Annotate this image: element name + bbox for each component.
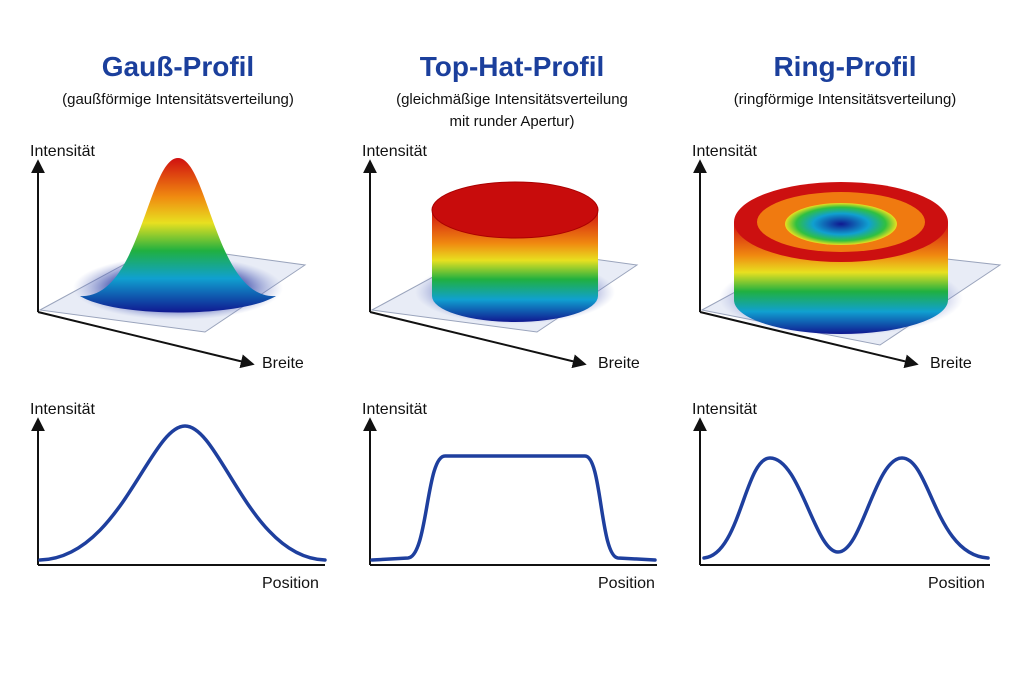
axis (699, 311, 919, 369)
subtitle: (ringförmige Intensitätsverteilung) (734, 91, 957, 108)
title: Top-Hat-Profil (420, 51, 605, 82)
title: Ring-Profil (773, 51, 916, 82)
axis-label: Intensität (362, 143, 427, 160)
axis-label: Position (262, 575, 319, 592)
subtitle: mit runder Apertur) (449, 113, 574, 130)
subtitle: (gaußförmige Intensitätsverteilung) (62, 91, 294, 108)
panel: Top-Hat-Profil (gleichmäßige Intensitäts… (362, 51, 657, 592)
profile-curve (38, 424, 327, 562)
axis (37, 311, 255, 369)
axis-label: Breite (930, 355, 972, 372)
title: Gauß-Profil (102, 51, 254, 82)
axis (369, 311, 587, 369)
axis-label: Intensität (362, 401, 427, 418)
axis-label: Position (928, 575, 985, 592)
tophat-top (431, 181, 599, 239)
axis-label: Intensität (692, 401, 757, 418)
axis-label: Intensität (692, 143, 757, 160)
axis-label: Intensität (30, 401, 95, 418)
tophat-3d (432, 210, 598, 322)
gauss-3d (80, 158, 276, 313)
axis-label: Intensität (30, 143, 95, 160)
panel: Gauß-Profil (gaußförmige Intensitätsvert… (30, 51, 327, 592)
axis-label: Breite (598, 355, 640, 372)
profile-curve (702, 456, 990, 560)
profile-curve (370, 454, 657, 562)
panel: Ring-Profil (ringförmige Intensitätsvert… (692, 51, 1002, 592)
ring-hole (785, 203, 897, 245)
axis-label: Position (598, 575, 655, 592)
subtitle: (gleichmäßige Intensitätsverteilung (396, 91, 628, 108)
axis-label: Breite (262, 355, 304, 372)
